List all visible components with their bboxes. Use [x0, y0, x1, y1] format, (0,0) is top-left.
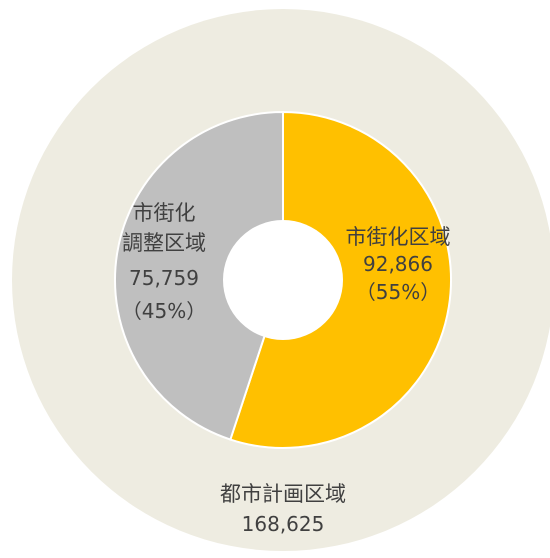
- slice-value-urbanization-control-area: 75,759: [129, 266, 199, 290]
- slice-label-urbanization-area: 市街化区域 92,866 （55%）: [346, 225, 451, 304]
- center-hole: [223, 220, 343, 340]
- outer-ring-name: 都市計画区域: [220, 482, 346, 506]
- slice-value-urbanization-area: 92,866: [363, 252, 433, 276]
- pie-slice-urbanization-control-area: [114, 110, 284, 441]
- slice-name-urbanization-area: 市街化区域: [346, 225, 451, 249]
- outer-ring-label: 都市計画区域 168,625: [220, 482, 346, 536]
- outer-ring-value: 168,625: [242, 512, 325, 536]
- slice-label-urbanization-control-area: 市街化 調整区域 75,759 （45%）: [122, 201, 206, 323]
- slice-name-line1-urbanization-control-area: 市街化: [133, 201, 196, 225]
- slice-name-line2-urbanization-control-area: 調整区域: [122, 231, 206, 255]
- slice-percent-urbanization-area: （55%）: [356, 280, 440, 304]
- slice-percent-urbanization-control-area: （45%）: [122, 299, 206, 323]
